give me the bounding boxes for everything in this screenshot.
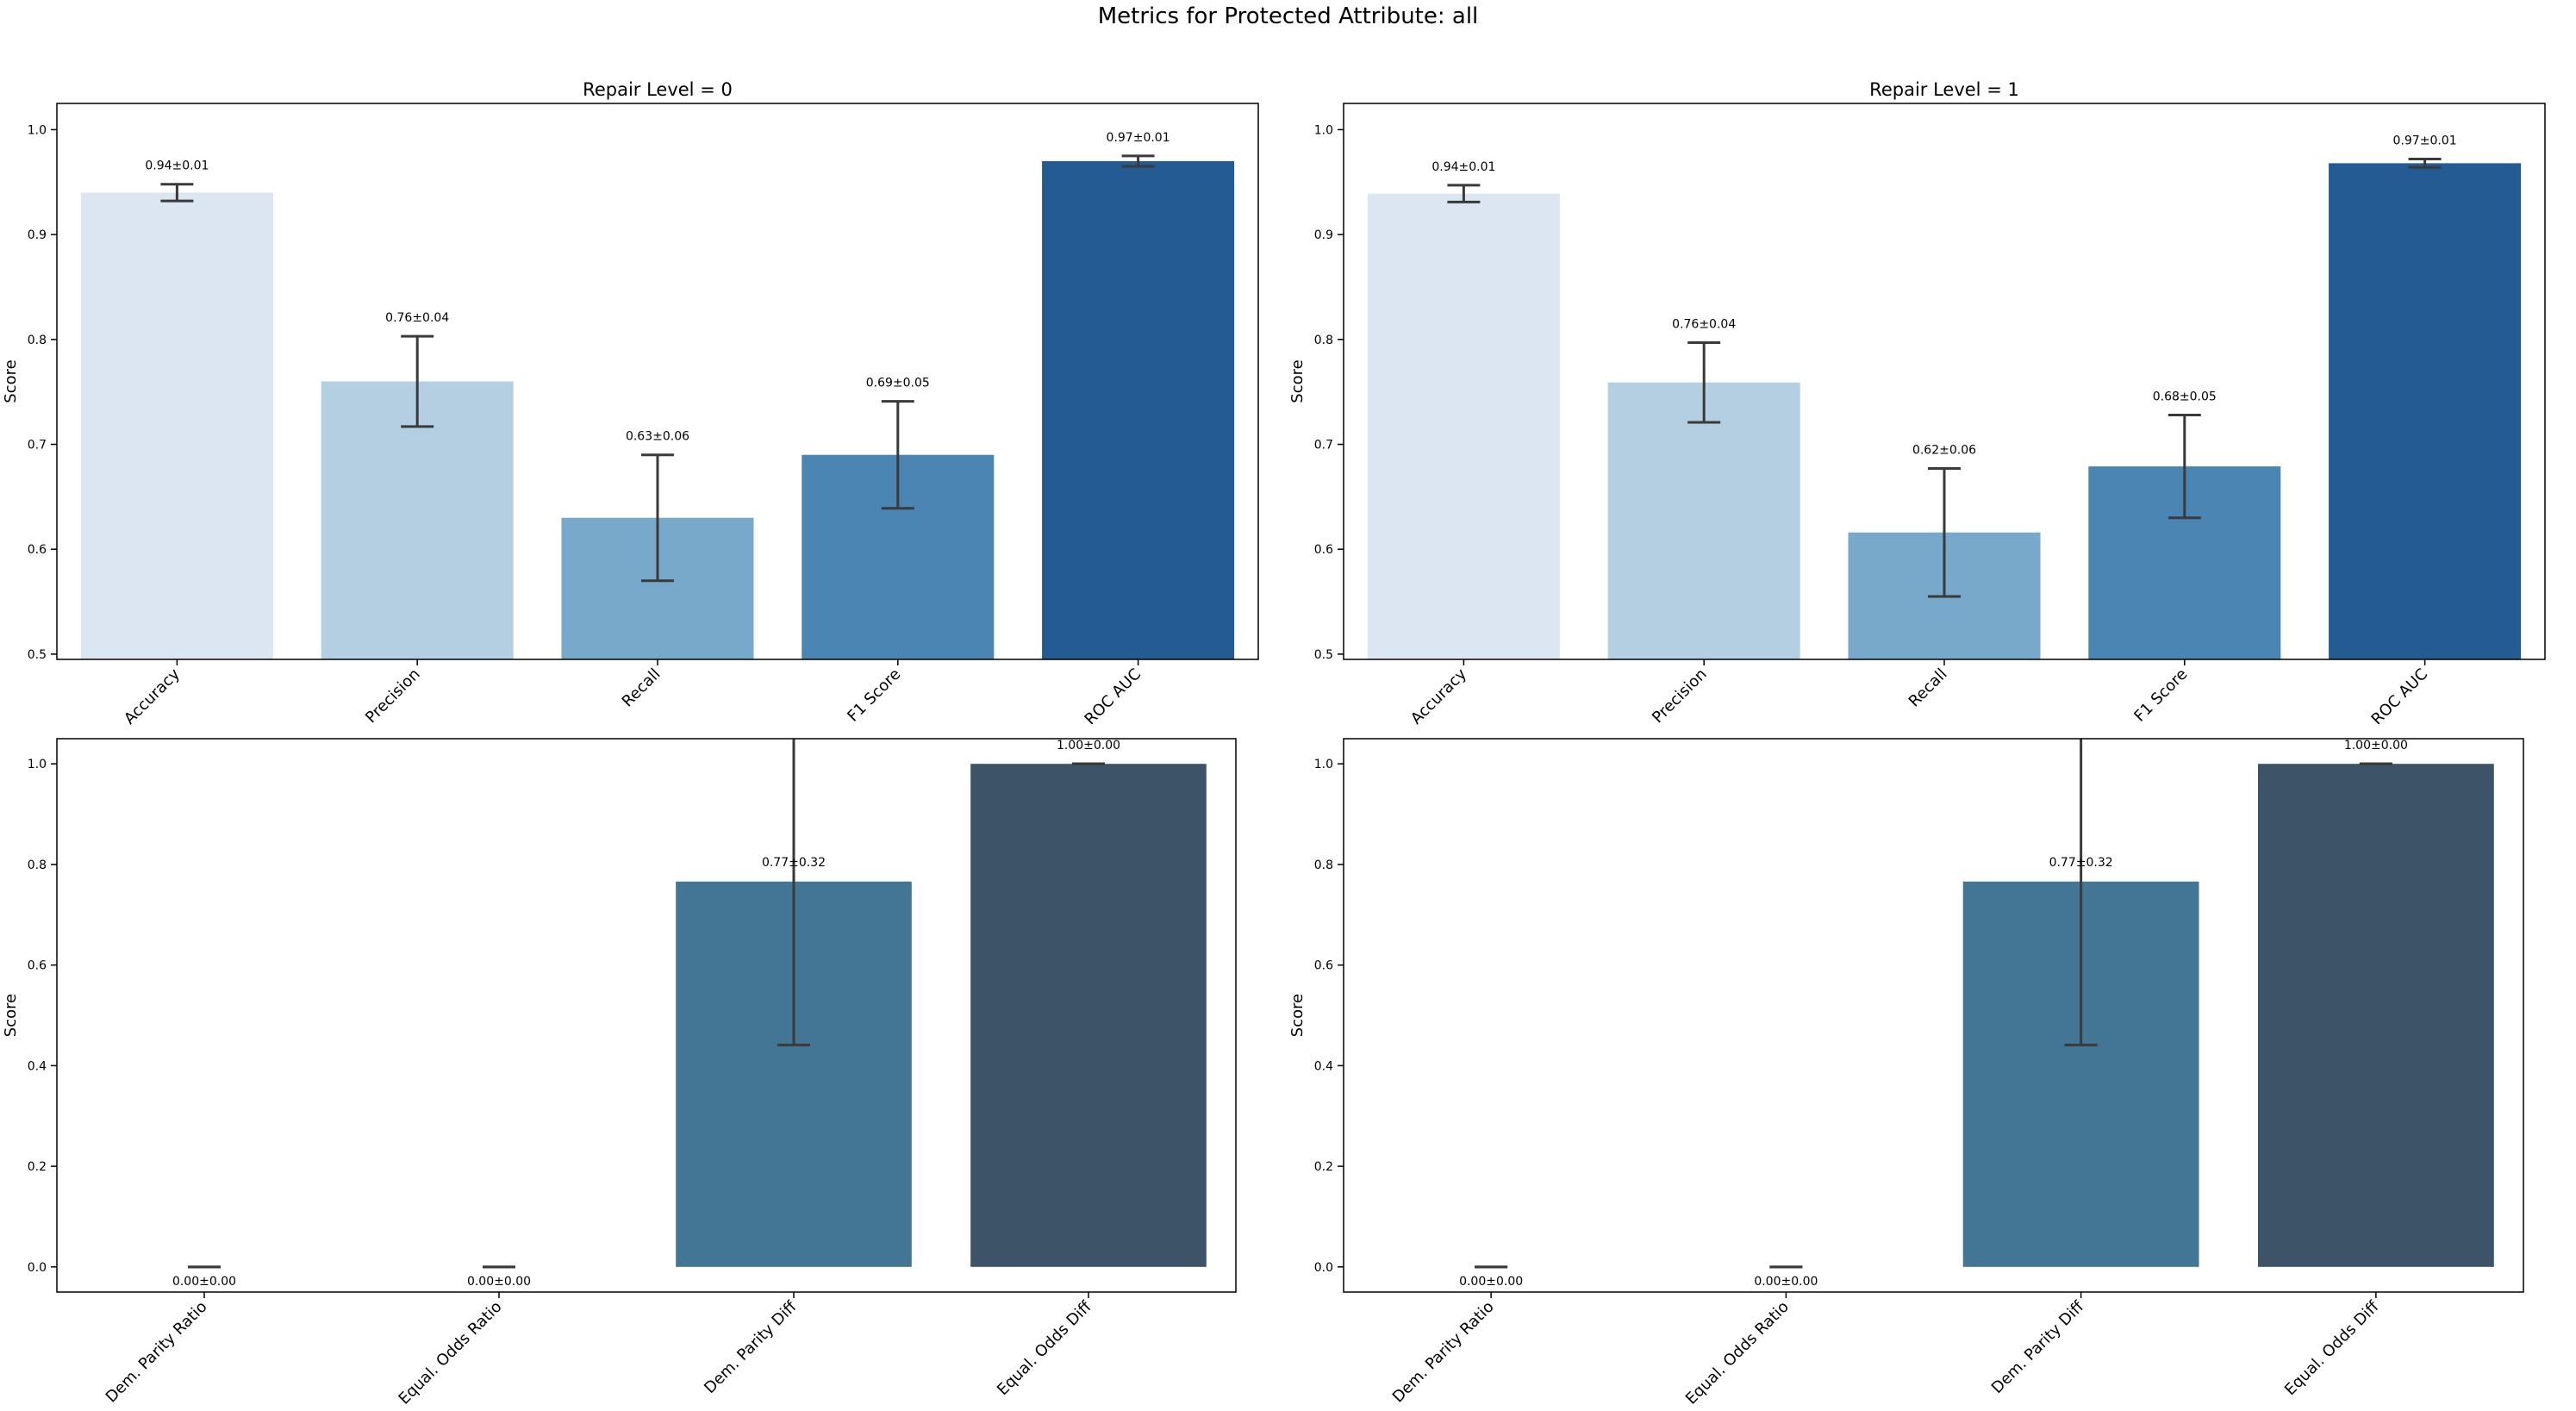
error-bars	[160, 154, 1155, 583]
bar-accuracy	[1367, 193, 1560, 659]
y-tick-label: 1.0	[28, 123, 47, 137]
y-tick-label: 0.8	[1314, 858, 1333, 872]
data-label-dem-parity-diff: 0.77±0.32	[2049, 856, 2113, 870]
data-label-accuracy: 0.94±0.01	[145, 159, 209, 173]
data-label-recall: 0.62±0.06	[1912, 444, 1976, 458]
y-tick-label: 0.8	[1314, 334, 1333, 347]
chart-panel-3: Score 0.00±0.00 0.00±0.00 0.77±0.32 1.00±0.0…	[2, 738, 1237, 1408]
y-axis-label: Score	[1288, 359, 1307, 403]
y-tick-label: 0.2	[1314, 1160, 1333, 1174]
y-tick-label: 0.0	[28, 1261, 47, 1275]
x-tick-label-accuracy: Accuracy	[121, 665, 184, 727]
y-tick-label: 0.2	[28, 1160, 47, 1174]
data-label-equal-odds-ratio: 0.00±0.00	[467, 1275, 531, 1289]
data-label-roc-auc: 0.97±0.01	[2393, 134, 2457, 148]
y-tick-label: 0.5	[28, 648, 47, 662]
y-tick-label: 0.9	[1314, 228, 1333, 242]
plot-frame	[56, 738, 1237, 1293]
y-tick-label: 0.8	[28, 858, 47, 872]
x-tick-label-dem-parity-diff: Dem. Parity Diff	[1988, 1297, 2088, 1397]
y-tick-label: 1.0	[28, 758, 47, 771]
data-label-f1-score: 0.69±0.05	[866, 377, 930, 390]
chart-panel-4: Score 0.00±0.00 0.00±0.00 0.77±0.32 1.00±0.0…	[1288, 738, 2524, 1408]
x-tick-label-precision: Precision	[362, 665, 424, 727]
x-tick-label-roc-auc: ROC AUC	[2368, 665, 2432, 729]
x-tick-label-f1-score: F1 Score	[2130, 665, 2191, 726]
x-tick-label-dem-parity-ratio: Dem. Parity Ratio	[103, 1298, 211, 1407]
bar-precision	[1607, 382, 1800, 659]
x-tick-label-roc-auc: ROC AUC	[1082, 665, 1145, 729]
error-bars	[188, 739, 1105, 1269]
data-label-f1-score: 0.68±0.05	[2153, 390, 2217, 403]
bar-roc-auc	[2329, 163, 2522, 659]
bar-equal-odds-diff	[2257, 764, 2494, 1267]
x-tick-label-equal-odds-diff: Equal. Odds Diff	[994, 1297, 1095, 1399]
data-label-roc-auc: 0.97±0.01	[1107, 131, 1170, 145]
x-tick-label-equal-odds-diff: Equal. Odds Diff	[2281, 1297, 2383, 1399]
data-label-equal-odds-diff: 1.00±0.00	[2344, 739, 2408, 752]
y-tick-label: 0.6	[1314, 959, 1333, 973]
panel-title: Repair Level = 0	[583, 79, 733, 100]
x-tick-label-f1-score: F1 Score	[844, 665, 904, 726]
y-axis-label: Score	[2, 359, 20, 403]
chart-panel-2: Repair Level = 1 Score 0.94±0.01 0.76±0.04 0…	[1288, 79, 2546, 729]
x-tick-label-recall: Recall	[1905, 665, 1951, 711]
data-label-precision: 0.76±0.04	[1672, 317, 1736, 331]
y-tick-label: 0.6	[28, 959, 47, 973]
data-label-dem-parity-ratio: 0.00±0.00	[172, 1275, 236, 1289]
y-tick-label: 0.5	[1314, 648, 1333, 662]
x-tick-label-accuracy: Accuracy	[1407, 665, 1470, 727]
y-tick-label: 0.7	[28, 439, 47, 453]
error-bars	[1447, 158, 2442, 598]
x-tick-label-recall: Recall	[619, 665, 664, 711]
y-tick-label: 0.9	[28, 228, 47, 242]
bar-roc-auc	[1042, 160, 1235, 659]
x-tick-label-dem-parity-diff: Dem. Parity Diff	[701, 1297, 801, 1397]
data-label-equal-odds-diff: 1.00±0.00	[1057, 739, 1120, 752]
plot-frame	[1343, 738, 2524, 1293]
y-tick-label: 0.4	[28, 1059, 47, 1073]
bar-accuracy	[80, 192, 273, 660]
panel-title: Repair Level = 1	[1869, 79, 2019, 100]
y-tick-label: 0.8	[28, 334, 47, 347]
bar-equal-odds-diff	[970, 764, 1207, 1267]
y-tick-label: 0.6	[28, 543, 47, 557]
y-tick-label: 0.6	[1314, 543, 1333, 557]
y-tick-label: 1.0	[1314, 123, 1333, 137]
data-label-equal-odds-ratio: 0.00±0.00	[1754, 1275, 1818, 1289]
y-tick-label: 0.7	[1314, 439, 1333, 453]
error-bars	[1475, 739, 2392, 1269]
data-label-precision: 0.76±0.04	[385, 311, 449, 325]
figure-title: Metrics for Protected Attribute: all	[1097, 3, 1479, 29]
x-tick-label-equal-odds-ratio: Equal. Odds Ratio	[1682, 1298, 1793, 1408]
x-tick-label-dem-parity-ratio: Dem. Parity Ratio	[1389, 1298, 1498, 1407]
y-tick-label: 0.4	[1314, 1059, 1333, 1073]
data-label-dem-parity-diff: 0.77±0.32	[762, 856, 826, 870]
chart-panel-1: Repair Level = 0 Score 0.94±0.01 0.76±0.04 0…	[2, 79, 1259, 729]
y-axis-label: Score	[2, 994, 20, 1037]
data-label-dem-parity-ratio: 0.00±0.00	[1459, 1275, 1523, 1289]
x-tick-label-equal-odds-ratio: Equal. Odds Ratio	[396, 1298, 506, 1408]
y-axis-label: Score	[1288, 994, 1307, 1037]
x-tick-label-precision: Precision	[1649, 665, 1711, 727]
data-label-recall: 0.63±0.06	[626, 430, 689, 444]
y-tick-label: 0.0	[1314, 1261, 1333, 1275]
y-tick-label: 1.0	[1314, 758, 1333, 771]
data-label-accuracy: 0.94±0.01	[1431, 160, 1495, 174]
